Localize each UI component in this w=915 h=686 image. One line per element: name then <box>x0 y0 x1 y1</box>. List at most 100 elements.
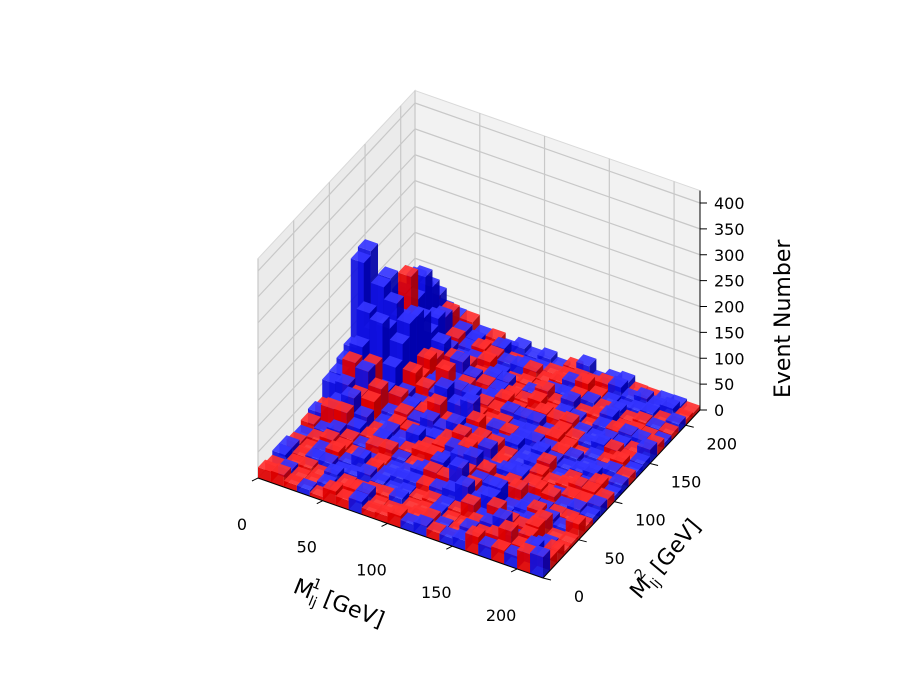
bar-top-face <box>388 487 409 500</box>
bar-top-face <box>357 239 378 252</box>
bar-side-face <box>685 412 693 426</box>
bar-top-face <box>529 462 550 476</box>
tick-labels: 0501001502000501001502000501001502002503… <box>237 194 745 625</box>
bar-top-face <box>387 503 408 517</box>
bar-top-face <box>391 448 412 462</box>
x-axis-title: Mlj1[GeV] <box>288 570 389 637</box>
bar-top-face <box>530 440 551 453</box>
bar-top-face <box>342 350 363 364</box>
bar-top-face <box>488 476 509 489</box>
bar-top-face <box>434 376 455 390</box>
grid-line-z <box>414 180 701 282</box>
bar-top-face <box>427 393 448 406</box>
bar-top-face <box>445 326 466 339</box>
bar-top-face <box>591 433 612 446</box>
bar-top-face <box>272 442 293 456</box>
bar-top-face <box>370 275 391 288</box>
bar-top-face <box>423 460 444 474</box>
bar-top-face <box>632 410 653 424</box>
bar-top-face <box>339 428 360 441</box>
bar-top-face <box>485 328 506 341</box>
bar-top-face <box>533 402 554 415</box>
grid-line-z <box>414 154 701 256</box>
bar-top-face <box>563 447 584 460</box>
x-tick-label: 100 <box>356 560 387 579</box>
bar-top-face <box>378 438 399 451</box>
bar-top-face <box>405 423 426 436</box>
bar-top-face <box>357 463 378 476</box>
bar-top-face <box>665 412 686 425</box>
bar-top-face <box>477 437 498 450</box>
bar-top-face <box>518 524 539 537</box>
histogram-bar <box>387 503 408 528</box>
bar-top-face <box>491 336 512 349</box>
bar-top-face <box>482 365 504 378</box>
bar-top-face <box>372 427 393 440</box>
bar-top-face <box>355 481 376 495</box>
histogram-bar <box>530 545 551 578</box>
bar-top-face <box>361 500 382 513</box>
bar-top-face <box>574 490 595 503</box>
bar-front-face <box>322 487 336 506</box>
bar-top-face <box>411 439 432 453</box>
bar-top-face <box>349 335 370 348</box>
bar-top-face <box>465 525 486 538</box>
axis-lines <box>251 190 707 581</box>
bar-top-face <box>486 417 507 430</box>
bar-top-face <box>558 531 579 544</box>
bar-side-face <box>550 551 558 571</box>
y-tick-label: 150 <box>671 472 702 491</box>
bar-top-face <box>545 426 566 439</box>
grid-line-z <box>257 231 416 401</box>
bar-front-face <box>426 528 440 542</box>
bar-top-face <box>305 447 326 460</box>
y-axis-line <box>542 409 701 579</box>
bar-top-face <box>333 401 354 414</box>
x-tick-mark <box>316 500 323 505</box>
grid-line-z <box>257 102 416 272</box>
bar-front-face <box>478 543 492 560</box>
bar-top-face <box>476 459 497 473</box>
grid-line-z <box>414 102 701 204</box>
y-tick-label: 0 <box>574 587 584 606</box>
x-tick-label: 0 <box>237 515 247 534</box>
bar-top-face <box>415 376 436 389</box>
z-tick-label: 250 <box>714 272 745 291</box>
x-tick-label: 200 <box>486 606 517 625</box>
bar-top-face <box>659 396 680 409</box>
bar-top-face <box>495 370 516 383</box>
bar-side-face <box>650 442 658 464</box>
bar-top-face <box>383 291 404 304</box>
bar-top-face <box>296 478 317 491</box>
bar-side-face <box>678 416 686 433</box>
bar-top-face <box>342 477 363 490</box>
bar-top-face <box>658 422 679 435</box>
x-tick-label: 150 <box>421 583 452 602</box>
bar-top-face <box>270 463 292 476</box>
bar-top-face <box>368 377 389 390</box>
bar-top-face <box>582 462 603 475</box>
grid-line-z <box>257 154 416 324</box>
bar-top-face <box>435 359 456 372</box>
bar-top-face <box>325 440 346 453</box>
z-tick-label: 100 <box>714 349 745 368</box>
bar-top-face <box>608 375 629 388</box>
bar-top-face <box>420 409 441 422</box>
bar-top-face <box>402 361 423 374</box>
bar-front-face <box>439 533 453 547</box>
bar-top-face <box>604 438 625 452</box>
bar-top-face <box>370 472 391 485</box>
bar-side-face <box>578 516 586 540</box>
bar-side-face <box>564 543 572 556</box>
bar-top-face <box>523 359 544 372</box>
y-tick-mark <box>614 501 623 505</box>
bar-front-face <box>374 511 388 524</box>
bar-front-face <box>309 492 323 501</box>
bar-top-face <box>350 250 371 264</box>
grid-line-z <box>257 128 416 298</box>
x-tick-mark <box>510 568 518 573</box>
grid-line-z <box>414 128 701 230</box>
bar-top-face <box>413 514 434 527</box>
bar-side-face <box>607 492 615 510</box>
